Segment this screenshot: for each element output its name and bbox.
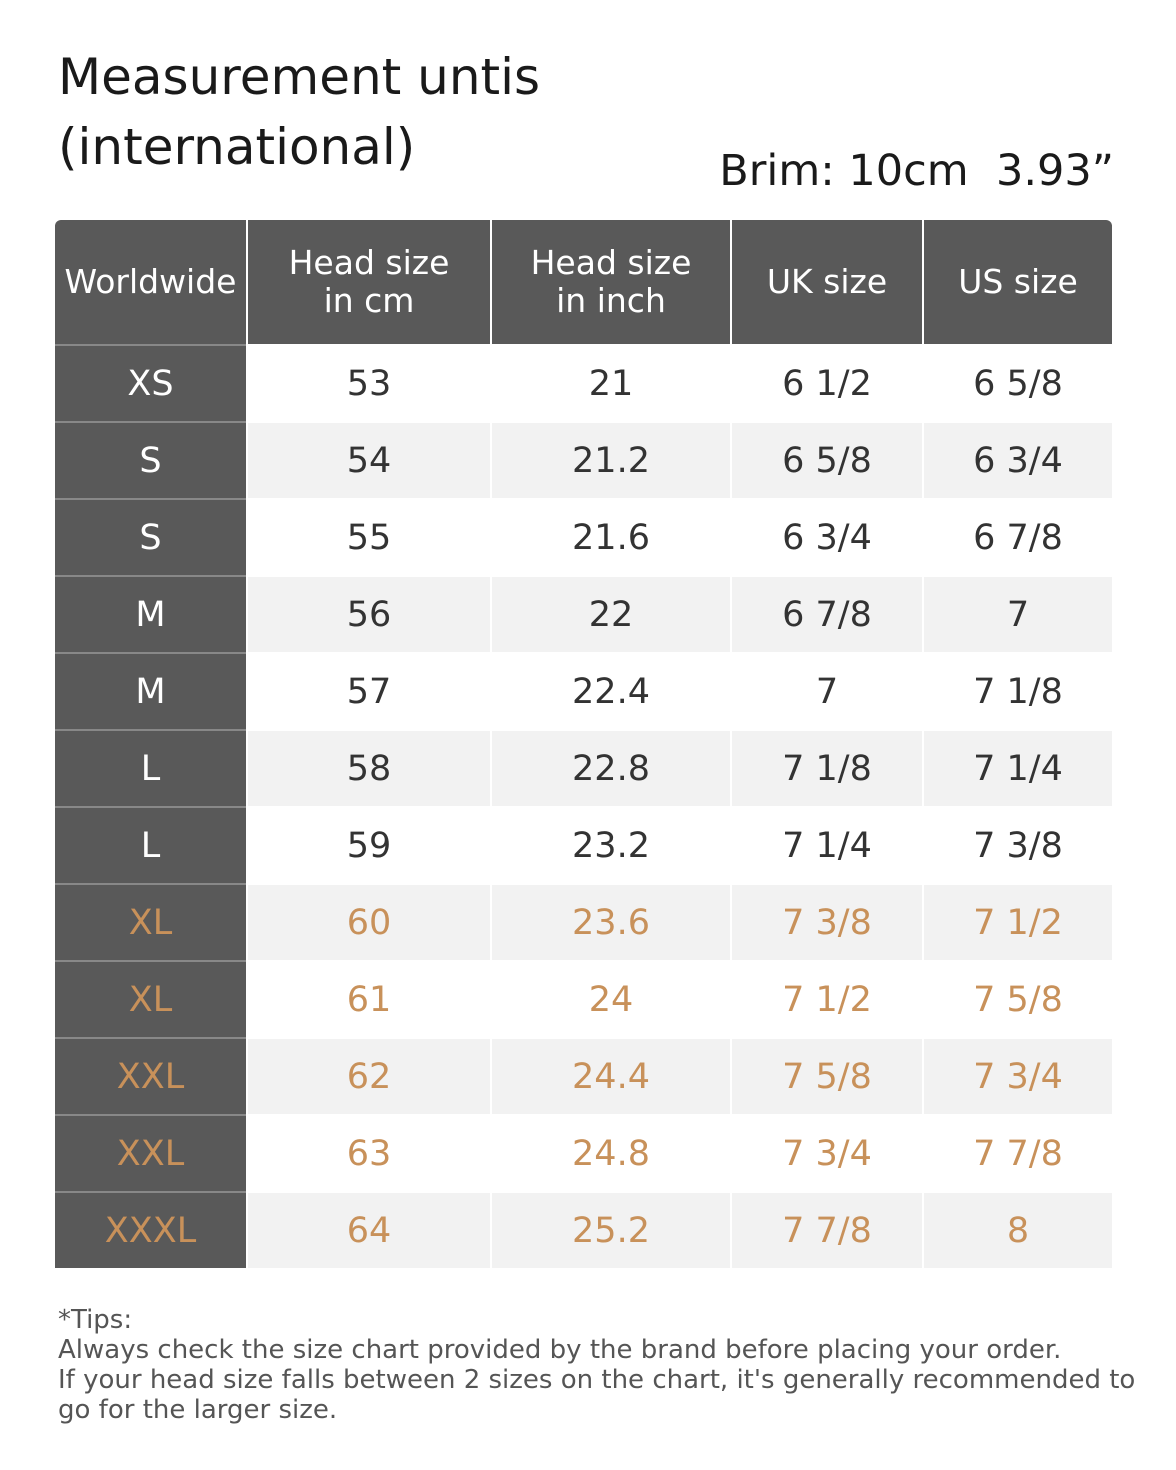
cell: 7 7/8	[731, 1191, 924, 1268]
cell: 6 3/4	[923, 421, 1112, 499]
brim: Brim: 10cm 3.93”	[719, 146, 1114, 196]
cell: 8	[923, 1191, 1112, 1268]
size-label: XXL	[55, 1114, 248, 1192]
cell: 53	[247, 344, 492, 422]
cell: 23.2	[491, 806, 732, 884]
tips: *Tips: Always check the size chart provi…	[58, 1305, 1135, 1425]
table-row: M 57 22.4 7 7 1/8	[55, 652, 1112, 730]
cell: 64	[247, 1191, 492, 1268]
cell: 24.8	[491, 1114, 732, 1192]
column-header: Head size in inch	[491, 220, 732, 345]
cell: 7 1/4	[923, 729, 1112, 807]
header-line: UK size	[766, 262, 888, 301]
table-row: S 54 21.2 6 5/8 6 3/4	[55, 421, 1112, 499]
table-row: XXXL 64 25.2 7 7/8 8	[55, 1191, 1112, 1268]
cell: 6 5/8	[923, 344, 1112, 422]
title-line: (international)	[58, 118, 416, 176]
table-row: L 58 22.8 7 1/8 7 1/4	[55, 729, 1112, 807]
cell: 7 1/4	[731, 806, 924, 884]
size-label: S	[55, 498, 248, 576]
header-line: US size	[958, 262, 1078, 301]
cell: 7 3/4	[731, 1114, 924, 1192]
cell: 21.2	[491, 421, 732, 499]
cell: 22.8	[491, 729, 732, 807]
cell: 6 5/8	[731, 421, 924, 499]
header-row: Worldwide Head size in cm Head size in inch U…	[55, 220, 1112, 345]
cell: 24.4	[491, 1037, 732, 1115]
cell: 62	[247, 1037, 492, 1115]
cell: 7 1/8	[923, 652, 1112, 730]
size-label: XL	[55, 883, 248, 961]
table-row: S 55 21.6 6 3/4 6 7/8	[55, 498, 1112, 576]
header-line: Worldwide	[64, 262, 237, 301]
cell: 57	[247, 652, 492, 730]
header-line: Head size	[530, 243, 692, 282]
header-line: in cm	[323, 281, 415, 320]
cell: 7 3/8	[731, 883, 924, 961]
cell: 7 1/8	[731, 729, 924, 807]
cell: 61	[247, 960, 492, 1038]
size-label: M	[55, 652, 248, 730]
cell: 22	[491, 575, 732, 653]
tips-heading: *Tips:	[58, 1305, 133, 1335]
column-header: US size	[923, 220, 1112, 345]
table-row: M 56 22 6 7/8 7	[55, 575, 1112, 653]
table-row: XS 53 21 6 1/2 6 5/8	[55, 344, 1112, 422]
size-label: XL	[55, 960, 248, 1038]
cell: 22.4	[491, 652, 732, 730]
cell: 60	[247, 883, 492, 961]
cell: 7 1/2	[731, 960, 924, 1038]
title-line: Measurement untis	[58, 48, 541, 106]
cell: 55	[247, 498, 492, 576]
table-row: XL 61 24 7 1/2 7 5/8	[55, 960, 1112, 1038]
cell: 6 3/4	[731, 498, 924, 576]
cell: 21.6	[491, 498, 732, 576]
cell: 6 7/8	[731, 575, 924, 653]
column-header: Head size in cm	[247, 220, 492, 345]
table-row: XXL 63 24.8 7 3/4 7 7/8	[55, 1114, 1112, 1192]
cell: 7 3/4	[923, 1037, 1112, 1115]
cell: 59	[247, 806, 492, 884]
size-label: S	[55, 421, 248, 499]
cell: 63	[247, 1114, 492, 1192]
table-body: XS 53 21 6 1/2 6 5/8 S 54 21.2 6 5/8 6 3/4 S 55 21.6…	[55, 344, 1112, 1268]
size-label: M	[55, 575, 248, 653]
cell: 25.2	[491, 1191, 732, 1268]
cell: 7 7/8	[923, 1114, 1112, 1192]
cell: 7 5/8	[731, 1037, 924, 1115]
header-line: Head size	[288, 243, 450, 282]
column-header: UK size	[731, 220, 924, 345]
header-line: in inch	[556, 281, 666, 320]
size-label: XXXL	[55, 1191, 248, 1268]
tips-line: If your head size falls between 2 sizes …	[58, 1365, 1136, 1395]
table-row: L 59 23.2 7 1/4 7 3/8	[55, 806, 1112, 884]
cell: 7 1/2	[923, 883, 1112, 961]
cell: 7 5/8	[923, 960, 1112, 1038]
cell: 56	[247, 575, 492, 653]
cell: 7 3/8	[923, 806, 1112, 884]
cell: 23.6	[491, 883, 732, 961]
cell: 58	[247, 729, 492, 807]
size-label: L	[55, 729, 248, 807]
tips-line: go for the larger size.	[58, 1395, 338, 1425]
cell: 54	[247, 421, 492, 499]
table-row: XL 60 23.6 7 3/8 7 1/2	[55, 883, 1112, 961]
cell: 6 1/2	[731, 344, 924, 422]
title: Measurement untis (international)	[58, 42, 540, 182]
size-table: Worldwide Head size in cm Head size in inch U…	[55, 220, 1112, 1268]
size-label: XXL	[55, 1037, 248, 1115]
cell: 21	[491, 344, 732, 422]
size-label: L	[55, 806, 248, 884]
cell: 6 7/8	[923, 498, 1112, 576]
size-label: XS	[55, 344, 248, 422]
cell: 24	[491, 960, 732, 1038]
tips-line: Always check the size chart provided by …	[58, 1335, 1062, 1365]
table-row: XXL 62 24.4 7 5/8 7 3/4	[55, 1037, 1112, 1115]
cell: 7	[923, 575, 1112, 653]
cell: 7	[731, 652, 924, 730]
column-header: Worldwide	[55, 220, 248, 345]
